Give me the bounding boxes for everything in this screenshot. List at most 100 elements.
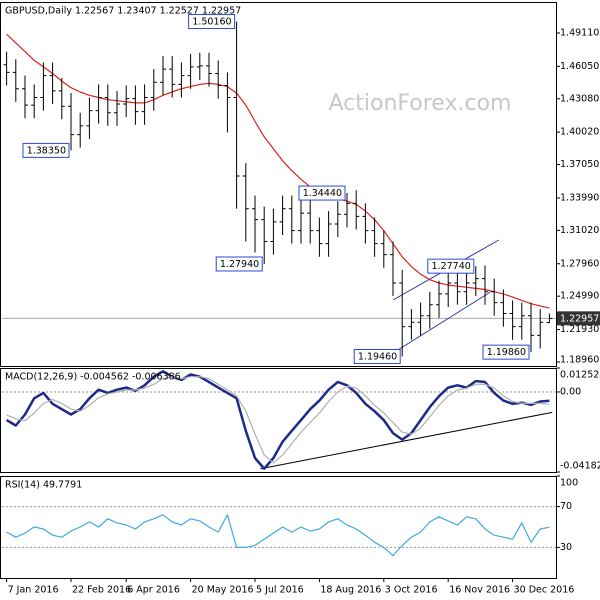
y-tick-label: 1.21930 (560, 324, 599, 335)
ohlc-bar (390, 241, 396, 297)
x-tick-label: 5 Jul 2016 (256, 585, 304, 596)
ohlc-bar (482, 265, 488, 305)
y-tick-label: 1.18960 (560, 355, 599, 366)
y-tick-label: 1.24990 (560, 291, 599, 302)
last-price-box (557, 311, 600, 326)
annotation-box (215, 256, 263, 272)
annotation-label: 1.38350 (27, 145, 66, 156)
x-tick-label: 30 Dec 2016 (514, 585, 575, 596)
ohlc-bar (426, 291, 433, 329)
ohlc-bar (261, 206, 268, 264)
annotation-label: 1.50160 (192, 17, 231, 28)
x-tick-label: 6 Apr 2016 (127, 585, 180, 596)
y-tick-label: 1.27960 (560, 258, 599, 269)
ohlc-bar (445, 269, 452, 307)
annotation-box (298, 185, 346, 201)
series-line (5, 370, 550, 470)
ohlc-bar (279, 195, 286, 235)
watermark: ActionForex.com (329, 91, 512, 116)
annotation-box (427, 258, 475, 274)
pane-title: RSI(14) 49.7791 (5, 480, 82, 491)
x-tick-label: 7 Jan 2016 (8, 585, 59, 596)
ohlc-bar (491, 278, 498, 316)
ohlc-bar (408, 309, 415, 340)
ohlc-bar (114, 90, 120, 126)
y-tick-label: 1.33990 (560, 192, 599, 203)
ohlc-bar (196, 52, 203, 81)
y-tick-label: 1.40020 (560, 127, 599, 138)
ohlc-bar (95, 84, 102, 124)
ohlc-bar (528, 302, 534, 353)
ohlc-bar (58, 77, 65, 120)
ohlc-bar (509, 300, 516, 340)
ohlc-bar (399, 269, 406, 357)
y-tick-label: 30 (560, 542, 572, 553)
ohlc-bar (224, 72, 231, 133)
y-tick-label: 100 (560, 478, 578, 489)
ohlc-bar (344, 193, 350, 228)
ohlc-bar (68, 93, 74, 151)
pane-frame (0, 476, 557, 579)
ohlc-bar (463, 269, 470, 305)
ohlc-bar (150, 69, 157, 111)
ohlc-bar (132, 85, 139, 125)
ohlc-bar (123, 85, 130, 118)
ohlc-bar (187, 53, 194, 89)
ohlc-bar (141, 84, 148, 125)
pane-title: GBPUSD,Daily 1.22567 1.23407 1.22527 1.2… (5, 6, 241, 17)
ohlc-bar (436, 280, 442, 318)
x-tick-label: 22 Feb 2016 (72, 585, 131, 596)
y-tick-label: 1.49110 (560, 27, 599, 38)
ohlc-bar (86, 97, 93, 139)
series-line (6, 33, 550, 309)
ohlc-bar (518, 302, 525, 340)
ohlc-bar (12, 59, 19, 102)
x-tick-label: 16 Nov 2016 (449, 585, 510, 596)
ohlc-bar (178, 62, 185, 98)
ohlc-bar (500, 289, 507, 327)
y-tick-label: 70 (560, 501, 572, 512)
annotation-label: 1.19860 (487, 347, 526, 358)
trendline (260, 411, 553, 470)
series-line (6, 376, 550, 464)
annotation-box (353, 349, 401, 365)
y-tick-label: 1.37050 (560, 159, 599, 170)
ohlc-bar (546, 313, 553, 324)
annotation-label: 1.34440 (303, 188, 342, 199)
ohlc-bar (206, 52, 212, 87)
ohlc-bar (104, 84, 111, 126)
ohlc-bar (371, 217, 378, 257)
ohlc-bar (472, 266, 479, 297)
series-line (6, 514, 550, 557)
y-tick-label: -0.041823 (560, 461, 600, 472)
x-tick-label: 3 Oct 2016 (385, 585, 438, 596)
ohlc-bar (537, 309, 544, 349)
ohlc-bar (316, 217, 323, 257)
ohlc-bar (77, 112, 84, 148)
y-tick-label: 0.012522 (560, 370, 600, 381)
ohlc-bar (307, 200, 314, 244)
annotation-label: 1.19460 (358, 352, 397, 363)
ohlc-bar (49, 62, 56, 105)
x-tick-label: 18 Aug 2016 (320, 585, 381, 596)
pane-title: MACD(12,26,9) -0.004562 -0.006386 (5, 372, 181, 383)
ohlc-bar (233, 21, 240, 209)
annotation-box (22, 142, 70, 158)
x-tick-label: 20 May 2016 (192, 585, 254, 596)
y-tick-label: 0.00 (560, 386, 581, 397)
y-tick-label: 1.43080 (560, 93, 599, 104)
y-tick-label: 1.46050 (560, 61, 599, 72)
ohlc-bar (288, 195, 295, 244)
annotation-box (482, 344, 530, 360)
ohlc-bar (3, 51, 10, 86)
ohlc-bar (417, 302, 424, 336)
ohlc-bar (380, 230, 387, 268)
trendline (392, 291, 491, 354)
ohlc-bar (454, 269, 461, 305)
ohlc-bar (22, 75, 28, 119)
annotation-box (188, 14, 236, 30)
ohlc-bar (325, 210, 332, 257)
annotation-label: 1.27740 (432, 261, 471, 272)
